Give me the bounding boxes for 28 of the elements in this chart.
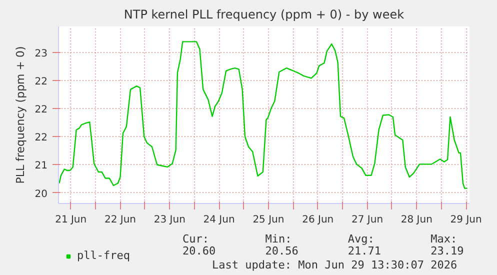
y-tick-label: 21 [34,160,48,172]
text: Cur: [182,232,210,246]
text: 21.71 [348,244,382,258]
legend-label: pll-freq [77,249,130,262]
y-tick-label: 22 [34,104,48,116]
y-axis-title: PLL frequency (ppm + 0) [14,46,27,184]
y-tick-label: 20 [34,188,48,200]
text: Min: [265,232,292,246]
x-tick-label: 27 Jun [352,214,384,226]
text: 20.60 [182,244,216,258]
text: 23.19 [430,244,464,258]
text: Avg: [348,232,374,246]
x-tick-label: 23 Jun [154,214,186,226]
x-tick-label: 28 Jun [400,214,432,226]
x-tick-label: 26 Jun [302,214,334,226]
chart-title: NTP kernel PLL frequency (ppm + 0) - by week [124,8,404,22]
y-tick-label: 22 [34,132,48,144]
y-tick-label: 22 [34,76,48,88]
x-tick-label: 25 Jun [252,214,284,226]
x-tick-label: 24 Jun [203,214,235,226]
x-tick-label: 29 Jun [450,214,482,226]
text: Max: [430,232,458,246]
text: Last update: Mon Jun 29 13:30:07 2026 [212,258,458,272]
x-tick-label: 22 Jun [104,214,136,226]
y-tick-label: 23 [34,48,48,60]
text: 20.56 [265,244,298,258]
x-tick-label: 21 Jun [55,214,87,226]
line-series [58,41,468,189]
